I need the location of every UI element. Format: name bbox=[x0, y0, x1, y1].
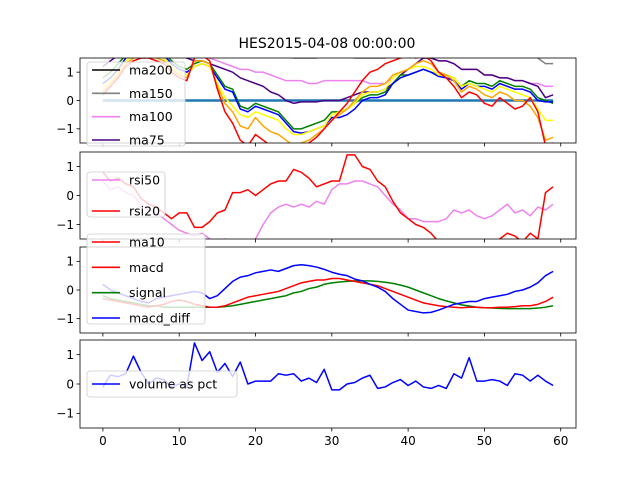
legend-label: rsi50 bbox=[129, 173, 160, 188]
y-tick-label: −1 bbox=[56, 218, 74, 232]
y-tick-label: 1 bbox=[66, 255, 74, 269]
legend-box bbox=[86, 370, 238, 398]
legend-label: volume as pct bbox=[129, 377, 217, 392]
legend-label: ma200 bbox=[129, 63, 173, 78]
y-tick-label: 1 bbox=[66, 160, 74, 174]
y-tick-label: 1 bbox=[66, 65, 74, 79]
y-tick-label: −1 bbox=[56, 312, 74, 326]
legend-rsi: rsi50 rsi20 bbox=[86, 171, 166, 219]
legend-ma: ma200 ma150 ma100 ma75 bbox=[86, 61, 186, 148]
legend-volume: volume as pct bbox=[86, 370, 238, 398]
legend-label: ma10 bbox=[129, 235, 165, 250]
series-line-rsi50 bbox=[102, 180, 554, 239]
x-tick-label: 60 bbox=[553, 434, 568, 448]
legend-label: ma150 bbox=[129, 86, 173, 101]
series-line-ma75 bbox=[102, 58, 554, 105]
y-tick-label: −1 bbox=[56, 407, 74, 421]
y-tick-label: 0 bbox=[66, 377, 74, 391]
legend-macd: ma10 macd signal macd_diff bbox=[86, 233, 206, 326]
legend-label: signal bbox=[129, 285, 166, 300]
panel-rsi-lines bbox=[102, 154, 554, 239]
legend-label: rsi20 bbox=[129, 204, 160, 219]
x-tick-label: 10 bbox=[172, 434, 187, 448]
y-tick-label: −1 bbox=[56, 122, 74, 136]
legend-box bbox=[86, 61, 186, 147]
y-tick-label: 0 bbox=[66, 189, 74, 203]
legend-box bbox=[86, 233, 206, 325]
legend-label: macd bbox=[129, 260, 164, 275]
x-tick-label: 0 bbox=[99, 434, 107, 448]
chart-title: HES2015-04-08 00:00:00 bbox=[239, 36, 416, 52]
legend-label: ma100 bbox=[129, 109, 173, 124]
x-tick-label: 50 bbox=[477, 434, 492, 448]
y-tick-label: 0 bbox=[66, 283, 74, 297]
x-tick-label: 30 bbox=[324, 434, 339, 448]
y-tick-label: 1 bbox=[66, 348, 74, 362]
legend-label: ma75 bbox=[129, 133, 165, 148]
series-line-rsi20 bbox=[102, 154, 554, 239]
x-tick-label: 20 bbox=[248, 434, 263, 448]
panel-rsi: −1 0 1 bbox=[56, 151, 577, 243]
legend-label: macd_diff bbox=[129, 311, 190, 326]
y-tick-label: 0 bbox=[66, 94, 74, 108]
legend-box bbox=[86, 171, 166, 218]
x-tick-label: 40 bbox=[400, 434, 415, 448]
